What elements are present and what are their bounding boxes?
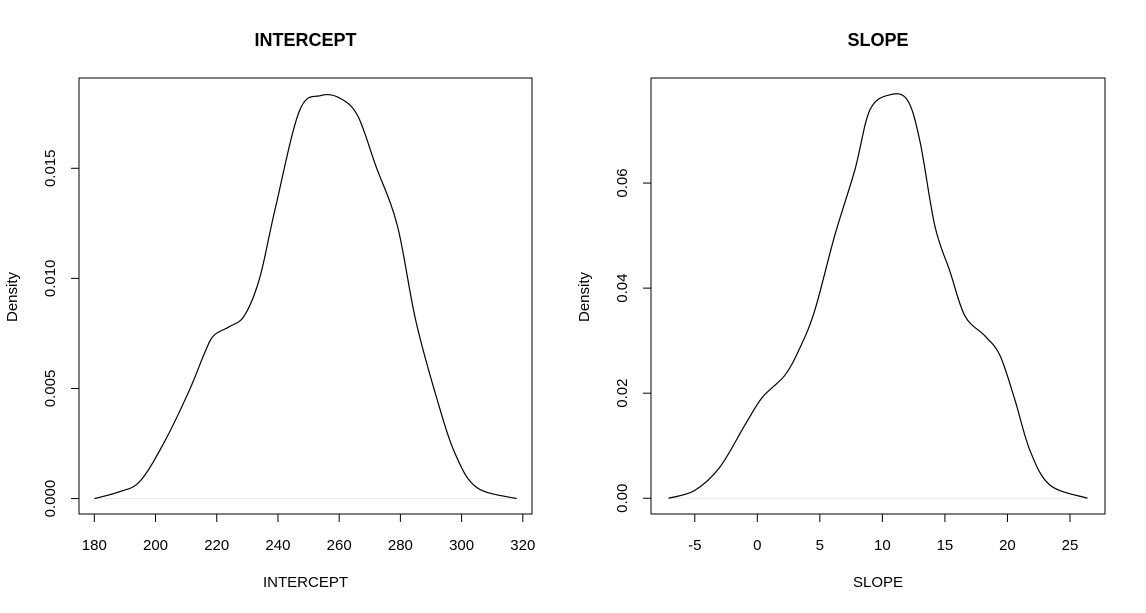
- x-tick-label: 200: [143, 537, 168, 554]
- plot-frame: [650, 77, 1106, 515]
- x-tick-label: -5: [688, 537, 701, 554]
- y-tick-label: 0.015: [42, 150, 59, 188]
- x-tick-label: 260: [327, 537, 352, 554]
- x-tick-label: 220: [204, 537, 229, 554]
- y-tick-label: 0.000: [42, 480, 59, 518]
- chart-title: INTERCEPT: [254, 30, 356, 50]
- y-tick-label: 0.00: [614, 484, 631, 513]
- y-tick-label: 0.005: [42, 370, 59, 408]
- x-tick-label: 180: [82, 537, 107, 554]
- panel-slope: SLOPE -5 0 5 10 15 20 25 0.00 0.02 0.04 0.06 SLOPE De…: [576, 30, 1106, 591]
- x-tick-label: 280: [388, 537, 413, 554]
- y-axis-label: Density: [576, 271, 593, 322]
- x-tick-label: 300: [449, 537, 474, 554]
- x-tick-label: 240: [265, 537, 290, 554]
- x-axis-label: INTERCEPT: [263, 574, 348, 591]
- density-curve: [668, 93, 1088, 499]
- y-tick-label: 0.010: [42, 260, 59, 298]
- plot-frame: [78, 77, 533, 515]
- chart-title: SLOPE: [847, 30, 908, 50]
- x-tick-label: 320: [510, 537, 535, 554]
- x-tick-label: 0: [753, 537, 761, 554]
- x-tick-label: 25: [1062, 537, 1079, 554]
- panel-intercept: INTERCEPT 180 200 220 240 260 280 300 320 0.000 0.…: [4, 30, 535, 591]
- y-tick-label: 0.06: [614, 168, 631, 197]
- y-axis-label: Density: [4, 271, 21, 322]
- x-tick-label: 20: [999, 537, 1016, 554]
- x-tick-label: 5: [816, 537, 824, 554]
- x-axis-label: SLOPE: [853, 574, 903, 591]
- x-tick-label: 15: [937, 537, 954, 554]
- y-tick-label: 0.04: [614, 274, 631, 303]
- density-curve: [94, 93, 517, 500]
- y-tick-label: 0.02: [614, 379, 631, 408]
- x-tick-label: 10: [874, 537, 891, 554]
